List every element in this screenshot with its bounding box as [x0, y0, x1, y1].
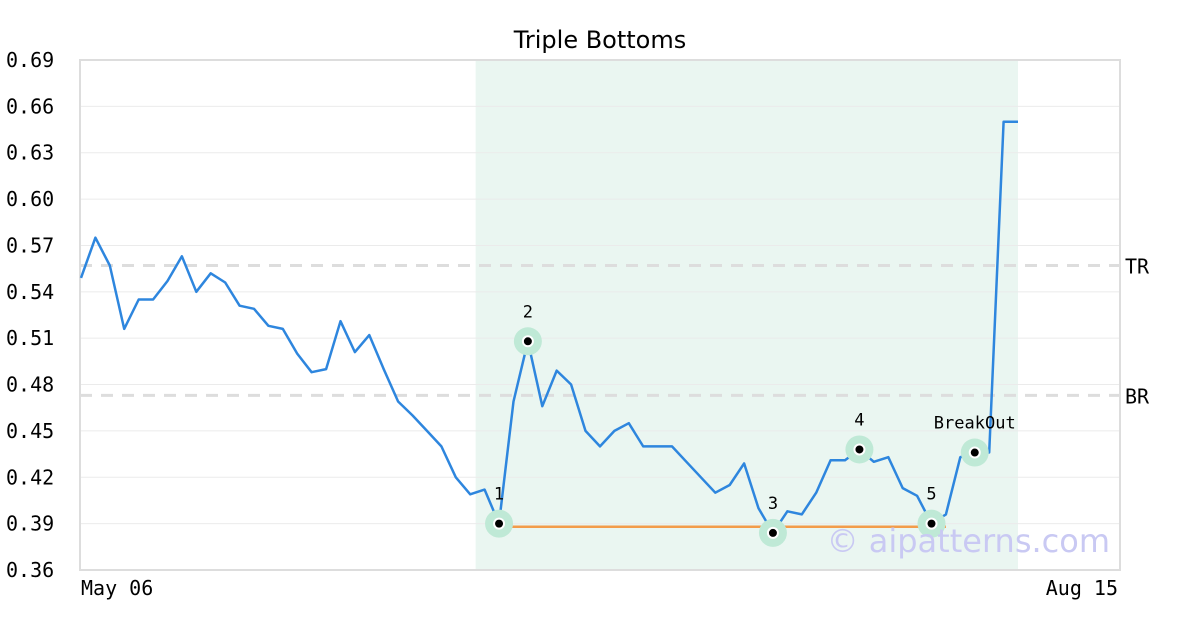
- y-tick-label: 0.54: [6, 280, 54, 304]
- point-label: 4: [854, 410, 864, 430]
- point-label: BreakOut: [934, 414, 1016, 434]
- y-tick-label: 0.45: [6, 419, 54, 443]
- y-tick-label: 0.60: [6, 187, 54, 211]
- point-marker: [521, 335, 534, 348]
- point-marker: [766, 526, 779, 539]
- watermark: © aipatterns.com: [827, 522, 1110, 560]
- reference-label-tr: TR: [1125, 255, 1150, 279]
- y-tick-label: 0.51: [6, 326, 54, 350]
- y-tick-label: 0.36: [6, 558, 54, 582]
- y-tick-label: 0.48: [6, 373, 54, 397]
- point-marker: [925, 517, 938, 530]
- point-label: 3: [768, 494, 778, 514]
- point-marker: [968, 446, 981, 459]
- y-tick-label: 0.42: [6, 465, 54, 489]
- y-tick-label: 0.57: [6, 233, 54, 257]
- reference-label-br: BR: [1125, 384, 1150, 408]
- y-tick-label: 0.69: [6, 48, 54, 72]
- plot-area: 0.36 0.39 0.42 0.45 0.48 0.51 0.54 0.57 0.60 0.63…: [6, 48, 1150, 600]
- y-tick-label: 0.66: [6, 94, 54, 118]
- point-marker: [493, 517, 506, 530]
- point-label: 2: [523, 302, 533, 322]
- y-tick-label: 0.63: [6, 141, 54, 165]
- point-marker: [853, 443, 866, 456]
- plot-frame: [79, 59, 1121, 571]
- y-tick-label: 0.39: [6, 512, 54, 536]
- x-tick-label: Aug 15: [1046, 576, 1118, 600]
- x-tick-label: May 06: [81, 576, 153, 600]
- chart-title: Triple Bottoms: [513, 26, 687, 54]
- point-label: 5: [926, 485, 936, 505]
- pattern-highlight-band: [475, 60, 1019, 570]
- point-label: 1: [494, 485, 504, 505]
